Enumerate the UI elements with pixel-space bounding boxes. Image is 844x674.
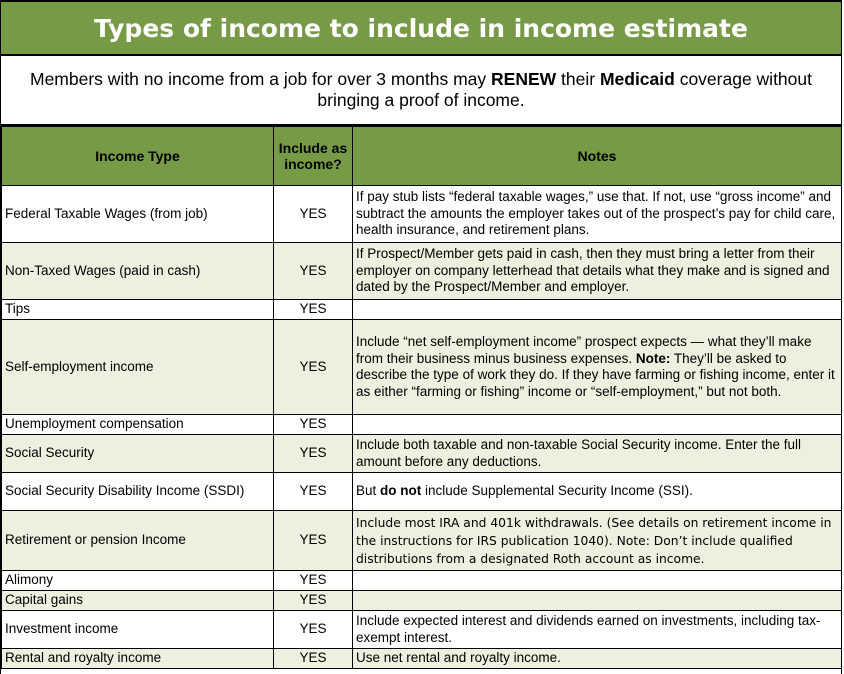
row-type: Investment income [1,610,274,649]
table-row: Capital gains YES [1,590,842,611]
row-include: YES [273,185,353,243]
row-include: YES [273,414,353,435]
row-type: Rental and royalty income [1,648,274,669]
row-type: Alimony [1,570,274,591]
row-type: Unemployment compensation [1,414,274,435]
row-type: Social Security Disability Income (SSDI) [1,472,274,511]
table-row: Investment income YES Include expected i… [1,610,842,649]
notes-bold: Note: [635,350,671,366]
row-type: Social Security [1,434,274,473]
table-row: Retirement or pension Income YES Include… [1,510,842,571]
subtitle-part1: Members with no income from a job for ov… [30,69,492,89]
row-notes: If pay stub lists “federal taxable wages… [352,185,842,243]
row-notes [352,414,842,435]
row-include: YES [273,590,353,611]
table-row: Social Security Disability Income (SSDI)… [1,472,842,511]
row-notes: If Prospect/Member gets paid in cash, th… [352,242,842,300]
row-include: YES [273,472,353,511]
row-include: YES [273,610,353,649]
subtitle-part3: coverage without bringing a proof of inc… [317,69,812,110]
row-notes: Use net rental and royalty income. [352,648,842,669]
table-header-row: Income Type Include as income? Notes [1,126,842,186]
row-notes: But do not include Supplemental Security… [352,472,842,511]
income-table: Income Type Include as income? Notes Fed… [1,126,842,669]
row-include: YES [273,434,353,473]
subtitle-text: Members with no income from a job for ov… [13,69,829,111]
row-notes: Include expected interest and dividends … [352,610,842,649]
header-notes: Notes [352,126,842,186]
row-include: YES [273,299,353,320]
subtitle-renew: RENEW [491,69,557,89]
row-notes: Include “net self-employment income” pro… [352,319,842,415]
subtitle-part2: their [556,69,600,89]
table-row: Self-employment income YES Include “net … [1,319,842,415]
header-income-type: Income Type [1,126,274,186]
table-row: Tips YES [1,299,842,320]
notes-part-b: include Supplemental Security Income (SS… [421,483,693,499]
table-row: Federal Taxable Wages (from job) YES If … [1,185,842,243]
row-notes [352,570,842,591]
row-notes [352,299,842,320]
header-include: Include as income? [273,126,353,186]
table-row: Alimony YES [1,570,842,591]
row-include: YES [273,242,353,300]
notes-part-b: They’ll be asked to describe the type of… [356,350,835,399]
notes-bold: do not [380,483,422,499]
row-include: YES [273,648,353,669]
row-type: Tips [1,299,274,320]
table-row: Non-Taxed Wages (paid in cash) YES If Pr… [1,242,842,300]
subtitle: Members with no income from a job for ov… [1,56,841,126]
row-include: YES [273,570,353,591]
row-type: Retirement or pension Income [1,510,274,571]
table-row: Rental and royalty income YES Use net re… [1,648,842,669]
table-row: Social Security YES Include both taxable… [1,434,842,473]
row-type: Non-Taxed Wages (paid in cash) [1,242,274,300]
notes-part-a: Include “net self-employment income” pro… [356,334,812,366]
row-include: YES [273,510,353,571]
row-type: Federal Taxable Wages (from job) [1,185,274,243]
subtitle-medicaid: Medicaid [599,69,675,89]
row-type: Self-employment income [1,319,274,415]
table-row: Unemployment compensation YES [1,414,842,435]
notes-part-a: But [356,483,381,499]
row-type: Capital gains [1,590,274,611]
row-notes: Include most IRA and 401k withdrawals. (… [352,510,842,571]
row-notes: Include both taxable and non-taxable Soc… [352,434,842,473]
row-include: YES [273,319,353,415]
page-title: Types of income to include in income est… [1,0,841,56]
row-notes [352,590,842,611]
